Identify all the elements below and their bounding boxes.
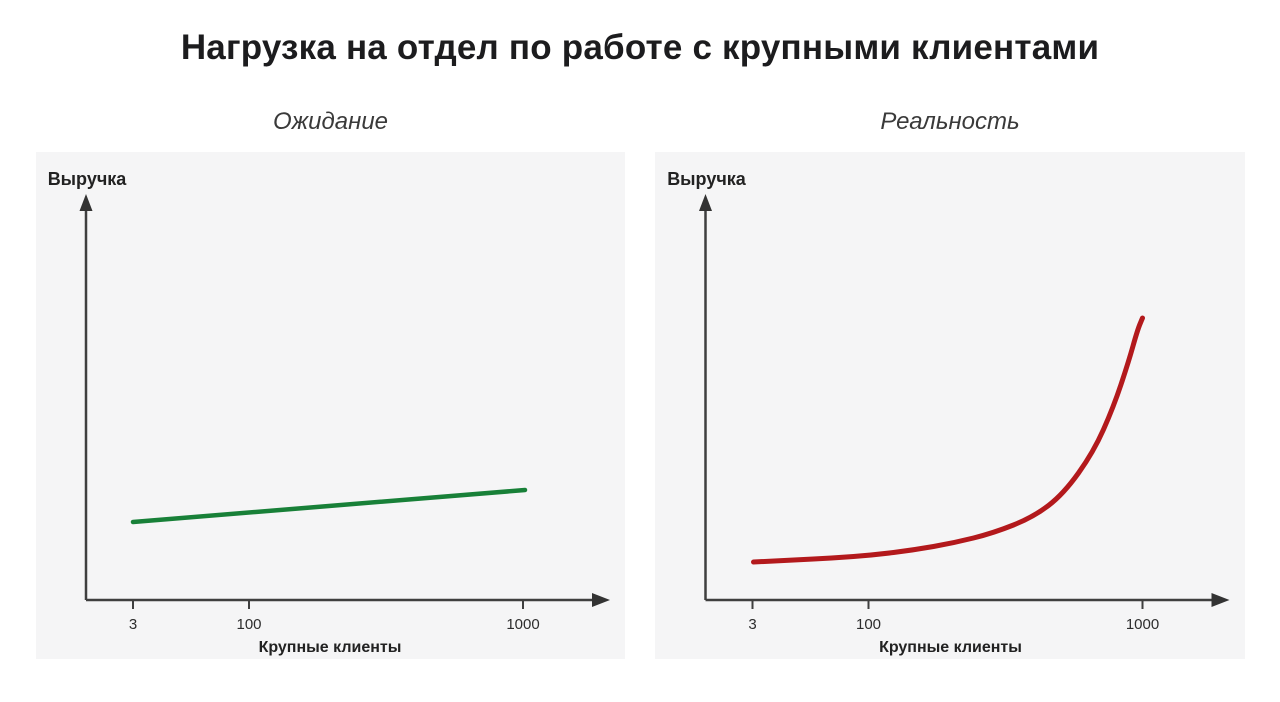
page-title: Нагрузка на отдел по работе с крупными к… <box>180 28 1100 67</box>
series-line <box>751 315 1145 565</box>
reality-chart: 3 100 1000 Выручка Крупные клиенты <box>667 169 1230 656</box>
x-tick-label-3: 3 <box>748 616 756 633</box>
y-axis-label: Выручка <box>48 169 128 189</box>
series-layer <box>130 487 528 525</box>
panel-expectation: 3 100 1000 Выручка Крупные клиенты <box>36 152 625 659</box>
subtitle-reality: Реальность <box>880 108 1020 135</box>
x-tick-label-1000: 1000 <box>506 616 539 633</box>
x-axis-arrowhead-icon <box>1211 593 1230 607</box>
y-axis-label: Выручка <box>667 169 747 189</box>
y-axis-arrowhead-icon <box>79 194 93 211</box>
x-tick-label-100: 100 <box>856 616 881 633</box>
x-axis-label: Крупные клиенты <box>879 639 1022 656</box>
series-line <box>130 487 528 525</box>
series-layer <box>751 315 1145 565</box>
expectation-chart: 3 100 1000 Выручка Крупные клиенты <box>48 169 610 656</box>
x-tick-label-1000: 1000 <box>1126 616 1159 633</box>
subtitle-expectation: Ожидание <box>272 108 389 135</box>
panel-reality: 3 100 1000 Выручка Крупные клиенты <box>655 152 1245 659</box>
x-tick-label-100: 100 <box>236 616 261 633</box>
x-tick-label-3: 3 <box>129 616 137 633</box>
x-axis-label: Крупные клиенты <box>259 639 402 656</box>
x-axis-arrowhead-icon <box>592 593 610 607</box>
y-axis-arrowhead-icon <box>699 194 712 211</box>
